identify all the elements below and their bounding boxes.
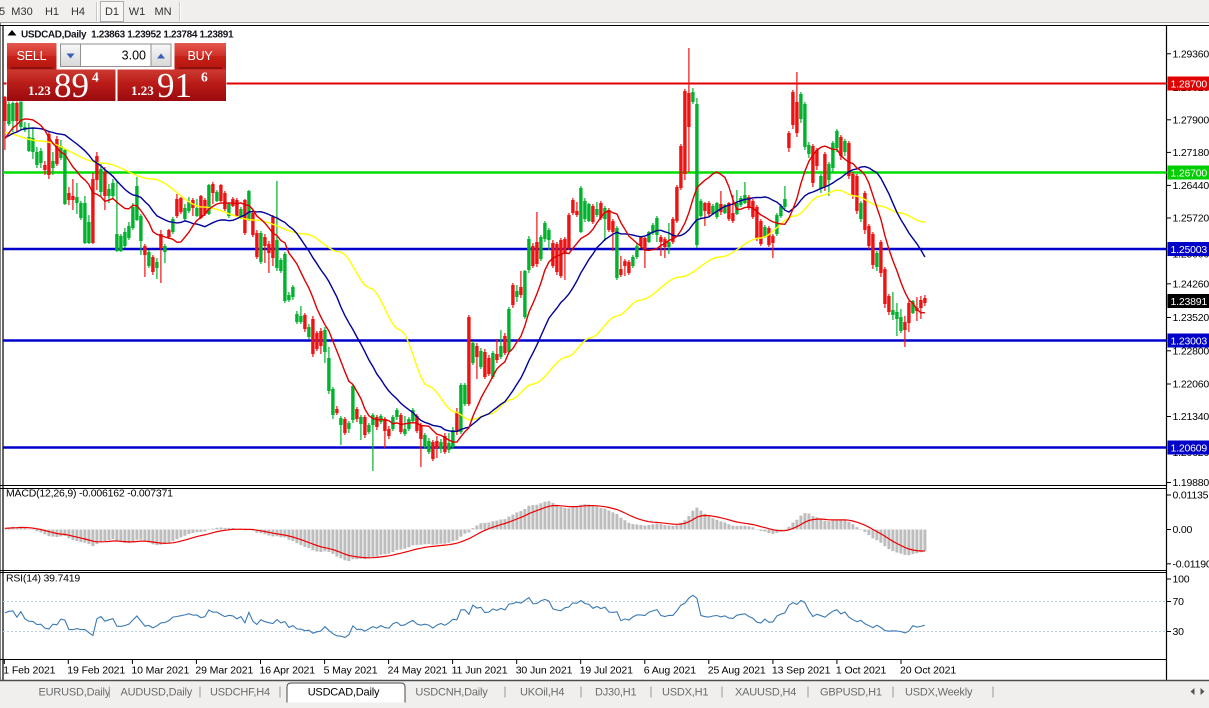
svg-text:1.27900: 1.27900 [1173,115,1209,127]
svg-text:H1: H1 [45,6,59,18]
svg-text:100: 100 [1173,574,1190,586]
svg-text:W1: W1 [129,6,146,18]
svg-text:1 Oct 2021: 1 Oct 2021 [836,665,887,677]
svg-text:USDCAD,Daily 1.23863 1.23952: USDCAD,Daily 1.23863 1.23952 1.23784 1.2… [21,30,234,41]
svg-text:USDX,Weekly: USDX,Weekly [905,687,973,699]
svg-text:91: 91 [157,66,192,105]
svg-text:1.23520: 1.23520 [1173,312,1209,324]
svg-text:-0.011904: -0.011904 [1173,559,1209,571]
svg-text:DJ30,H1: DJ30,H1 [595,687,636,699]
svg-text:USDCHF,H4: USDCHF,H4 [210,687,270,699]
svg-text:19 Feb 2021: 19 Feb 2021 [67,665,125,677]
svg-text:11 Jun 2021: 11 Jun 2021 [452,665,508,677]
svg-text:16 Apr 2021: 16 Apr 2021 [260,665,316,677]
svg-text:RSI(14) 39.7419: RSI(14) 39.7419 [6,573,80,585]
svg-text:0.01135: 0.01135 [1173,490,1209,502]
svg-text:1 Feb 2021: 1 Feb 2021 [3,665,55,677]
svg-text:1.26700: 1.26700 [1171,167,1208,179]
svg-text:MN: MN [154,6,171,18]
svg-text:1.25003: 1.25003 [1171,244,1208,256]
svg-text:MACD(12,26,9) -0.006162 -0.007: MACD(12,26,9) -0.006162 -0.007371 [6,488,173,500]
svg-text:6: 6 [201,70,208,85]
svg-text:1.22060: 1.22060 [1173,379,1209,391]
svg-text:XAUUSD,H4: XAUUSD,H4 [735,687,796,699]
svg-text:1.26440: 1.26440 [1173,180,1209,192]
svg-text:0.00: 0.00 [1173,524,1193,536]
svg-text:5 May 2021: 5 May 2021 [324,665,378,677]
svg-text:3.00: 3.00 [122,49,146,63]
svg-text:1.20609: 1.20609 [1171,442,1208,454]
svg-text:89: 89 [54,66,89,105]
svg-text:1.24260: 1.24260 [1173,279,1209,291]
svg-text:1.25720: 1.25720 [1173,213,1209,225]
svg-text:1.28700: 1.28700 [1171,78,1208,90]
svg-text:M30: M30 [11,6,32,18]
svg-text:29 Mar 2021: 29 Mar 2021 [195,665,253,677]
svg-text:1.27180: 1.27180 [1173,147,1209,159]
svg-text:1.23003: 1.23003 [1171,335,1208,347]
svg-text:1.23: 1.23 [131,83,154,98]
svg-text:19 Jul 2021: 19 Jul 2021 [580,665,633,677]
svg-text:1.23891: 1.23891 [1171,296,1208,308]
svg-text:1.21340: 1.21340 [1173,411,1209,423]
svg-text:EURUSD,Daily: EURUSD,Daily [39,687,111,699]
svg-text:USDCNH,Daily: USDCNH,Daily [415,687,488,699]
svg-text:SELL: SELL [17,49,47,63]
svg-text:30: 30 [1173,626,1185,638]
svg-text:20 Oct 2021: 20 Oct 2021 [900,665,956,677]
svg-text:1.22800: 1.22800 [1173,346,1209,358]
svg-text:USDX,H1: USDX,H1 [662,687,708,699]
svg-text:BUY: BUY [187,49,213,63]
svg-text:4: 4 [92,70,99,85]
svg-text:AUDUSD,Daily: AUDUSD,Daily [121,687,193,699]
svg-text:13 Sep 2021: 13 Sep 2021 [772,665,831,677]
svg-text:UKOil,H4: UKOil,H4 [520,687,564,699]
svg-text:USDCAD,Daily: USDCAD,Daily [308,687,380,699]
svg-text:10 Mar 2021: 10 Mar 2021 [131,665,189,677]
svg-text:D1: D1 [105,6,119,18]
svg-text:GBPUSD,H1: GBPUSD,H1 [820,687,882,699]
svg-text:25 Aug 2021: 25 Aug 2021 [708,665,766,677]
svg-text:1.23: 1.23 [28,83,51,98]
svg-text:6 Aug 2021: 6 Aug 2021 [644,665,696,677]
svg-text:1.19880: 1.19880 [1173,477,1209,489]
svg-text:5: 5 [0,6,5,18]
svg-text:70: 70 [1173,596,1185,608]
svg-text:24 May 2021: 24 May 2021 [388,665,448,677]
svg-text:1.29360: 1.29360 [1173,49,1209,61]
svg-text:30 Jun 2021: 30 Jun 2021 [516,665,573,677]
svg-text:H4: H4 [71,6,85,18]
